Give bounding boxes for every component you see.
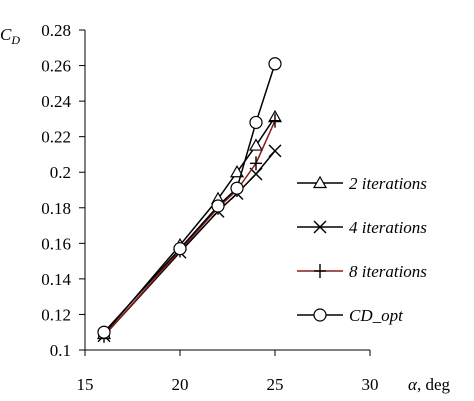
legend-marker: [313, 220, 327, 234]
data-point: [230, 181, 244, 195]
legend-label: 2 iterations: [349, 174, 427, 193]
x-axis-label: α, deg: [408, 375, 450, 394]
triangle-marker: [312, 175, 328, 189]
legend-label: 8 iterations: [349, 262, 427, 281]
y-tick-label: 0.14: [41, 270, 71, 289]
triangle-marker: [229, 165, 245, 178]
y-tick-label: 0.1: [50, 341, 71, 360]
circle-marker: [249, 115, 263, 130]
data-point: [269, 113, 281, 128]
series-line: [103, 63, 276, 333]
legend: 2 iterations 4 iterations 8 iterations CD_o…: [297, 174, 427, 325]
legend-label: 4 iterations: [349, 218, 427, 237]
circle-marker: [313, 308, 327, 322]
legend-item: 8 iterations: [297, 262, 427, 281]
y-tick-label: 0.2: [50, 163, 71, 182]
series-4: [97, 57, 282, 339]
series-line: [103, 120, 276, 337]
data-point: [211, 199, 225, 213]
y-tick-label: 0.28: [41, 21, 71, 40]
y-tick-label: 0.12: [41, 305, 71, 324]
legend-item: 2 iterations: [297, 174, 427, 193]
data-point: [97, 325, 111, 339]
circle-marker: [230, 181, 244, 195]
legend-item: 4 iterations: [297, 218, 427, 237]
data-point: [248, 138, 264, 151]
legend-marker: [312, 175, 328, 189]
x-marker-stroke: [249, 167, 263, 181]
y-axis-label: CD: [0, 25, 20, 47]
series-line: [103, 116, 276, 335]
axes: 0.1 0.12 0.14 0.16 0.18 0.2 0.22 0.24 0.26 0.28 15…: [41, 21, 378, 394]
legend-label: CD_opt: [349, 306, 404, 325]
y-tick-label: 0.24: [41, 92, 71, 111]
data-point: [173, 242, 187, 256]
circle-marker: [173, 242, 187, 256]
x-tick-label: 15: [77, 375, 94, 394]
x-tick-label: 25: [267, 375, 284, 394]
y-tick-label: 0.22: [41, 128, 71, 147]
x-tick-label: 20: [172, 375, 189, 394]
legend-item: CD_opt: [297, 306, 404, 325]
series-1: [96, 109, 283, 340]
y-tick-label: 0.18: [41, 199, 71, 218]
circle-marker: [268, 57, 282, 71]
data-point: [250, 156, 262, 171]
legend-marker: [314, 264, 326, 278]
circle-marker: [97, 325, 111, 339]
data-point: [249, 115, 263, 130]
triangle-marker: [248, 138, 264, 151]
axis-labels: CD α, deg: [0, 25, 450, 394]
series-layer: [96, 57, 283, 343]
y-tick-label: 0.16: [41, 234, 71, 253]
circle-marker: [211, 199, 225, 213]
legend-marker: [313, 308, 327, 322]
x-tick-label: 30: [362, 375, 379, 394]
x-marker-stroke: [313, 220, 327, 234]
data-point: [268, 57, 282, 71]
y-tick-label: 0.26: [41, 57, 71, 76]
x-marker-stroke: [268, 144, 282, 158]
data-point: [268, 144, 282, 158]
data-point: [229, 165, 245, 178]
